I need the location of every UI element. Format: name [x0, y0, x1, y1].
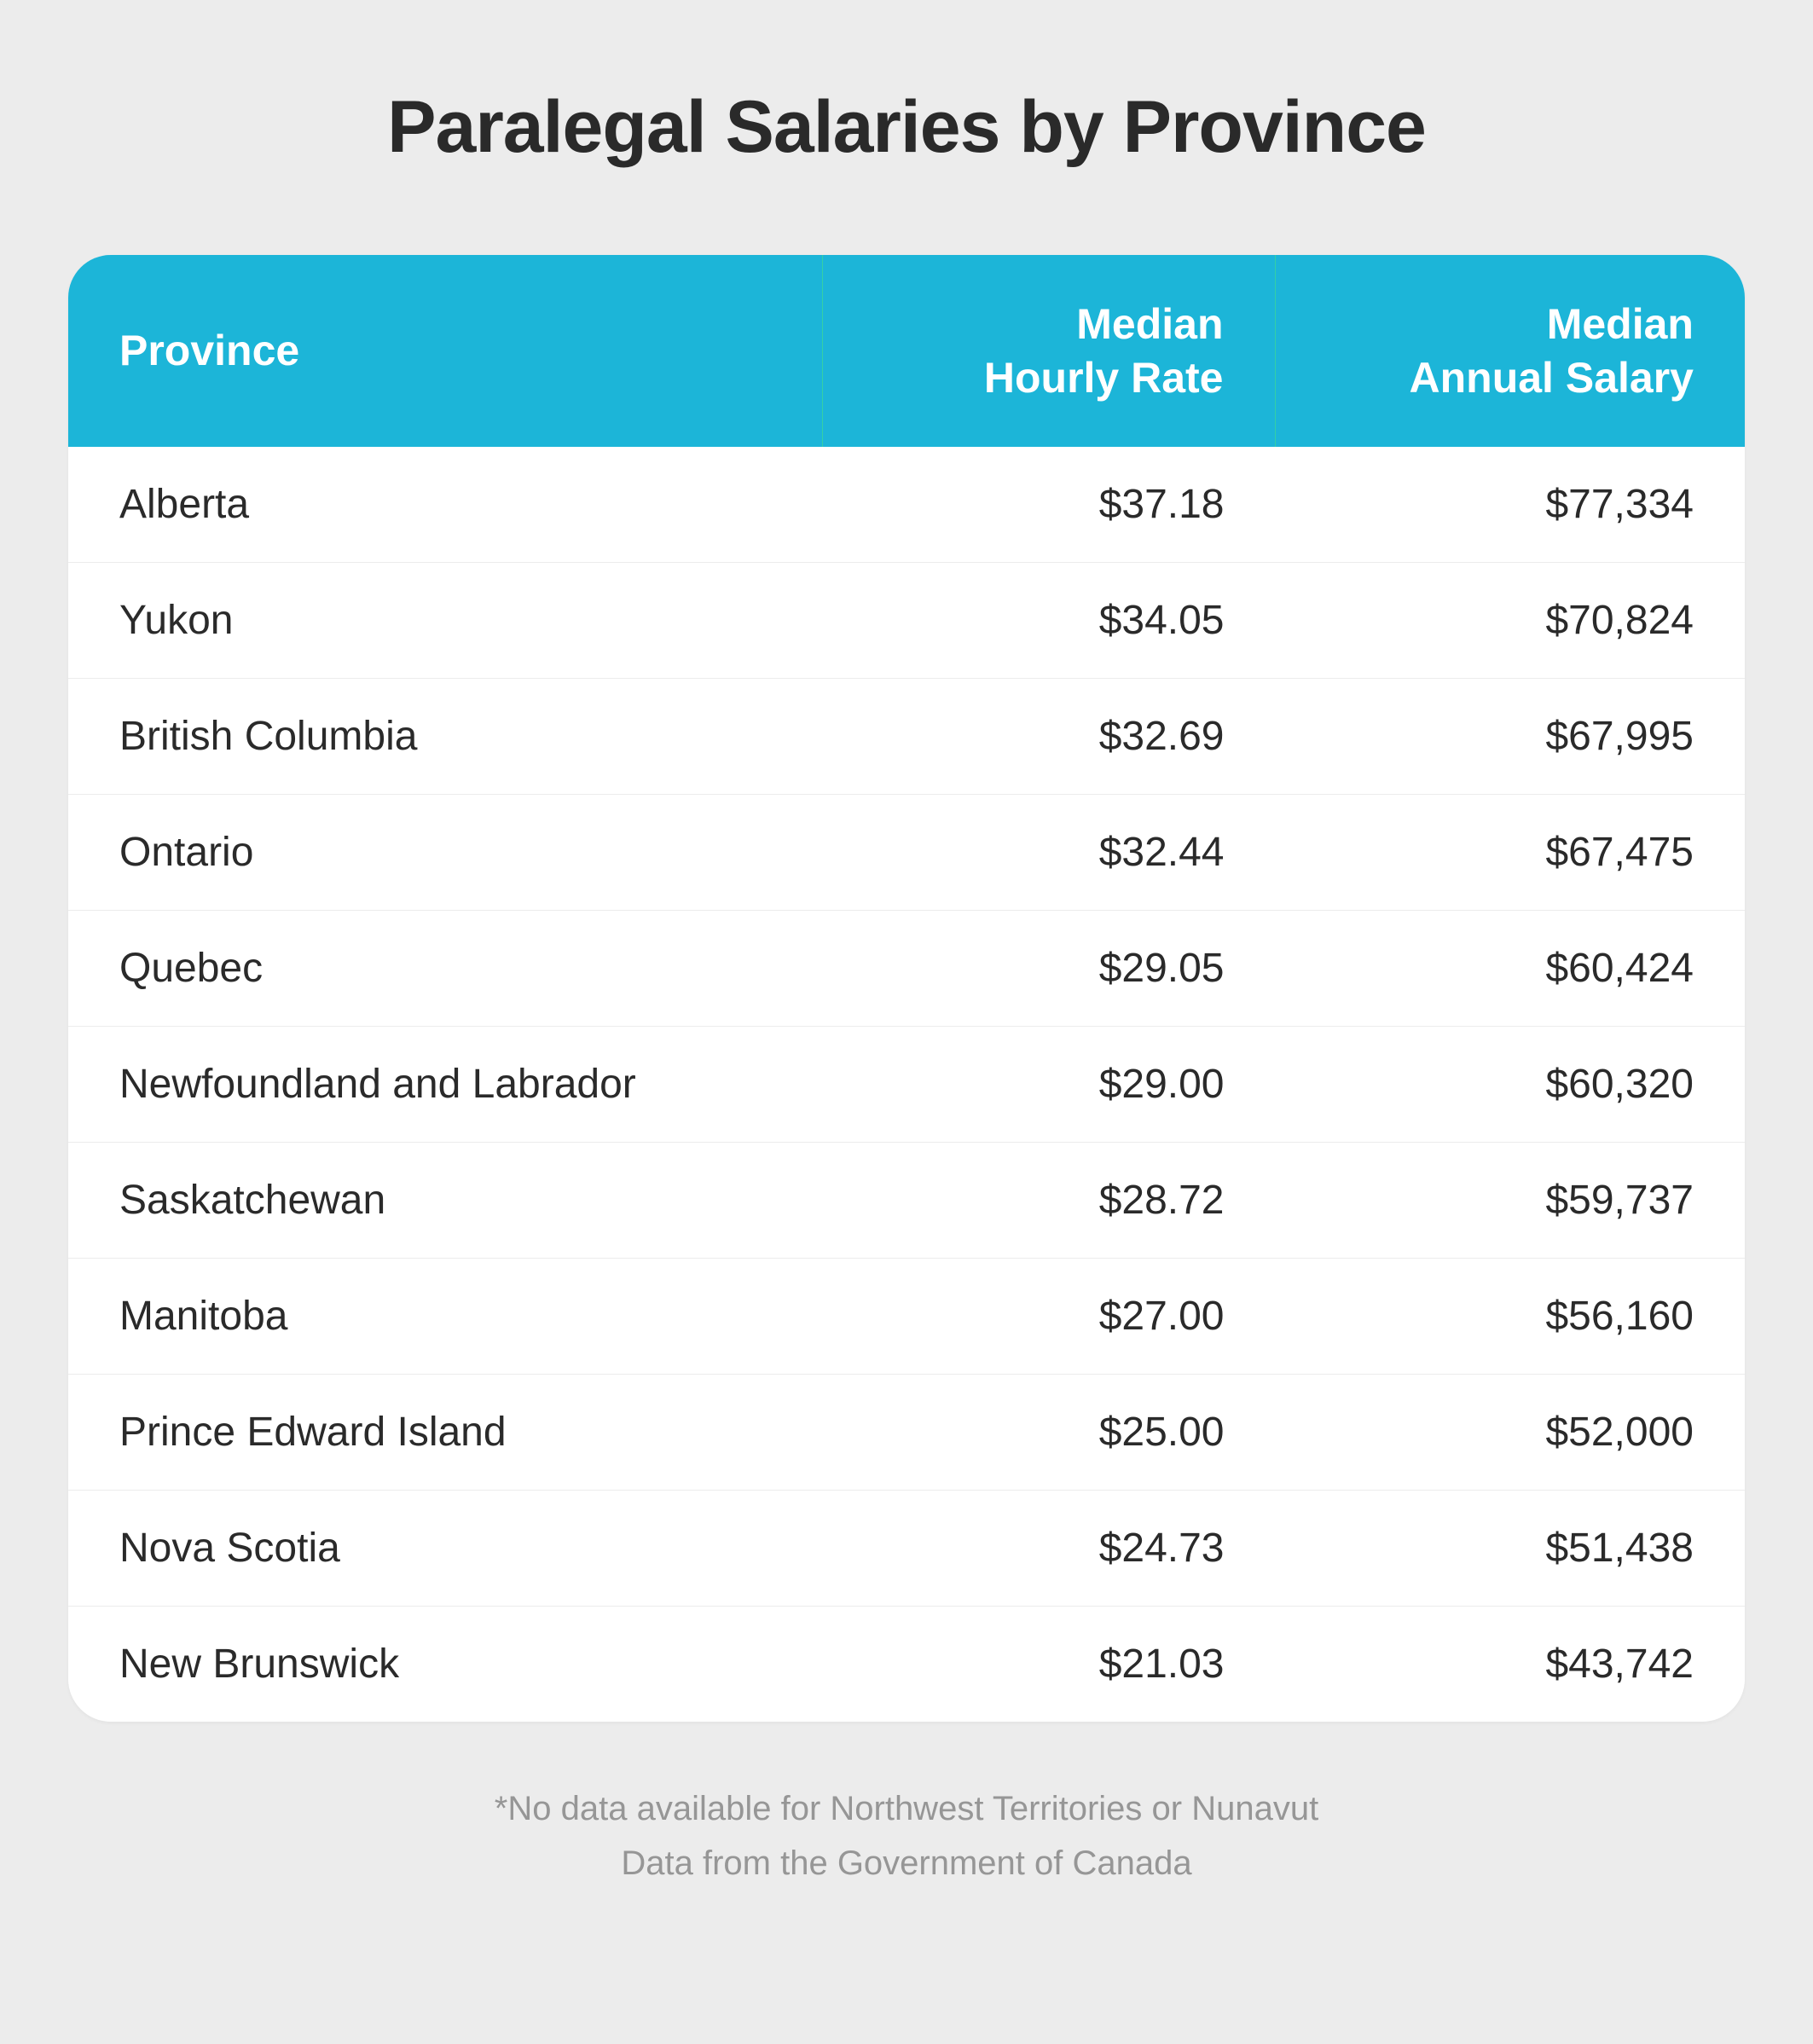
footer-notes: *No data available for Northwest Territo… [68, 1781, 1745, 1891]
table-row: Prince Edward Island$25.00$52,000 [68, 1375, 1745, 1491]
column-header-hourly: Median Hourly Rate [823, 255, 1276, 447]
cell-annual: $67,995 [1276, 679, 1745, 794]
table-row: Manitoba$27.00$56,160 [68, 1259, 1745, 1375]
table-body: Alberta$37.18$77,334Yukon$34.05$70,824Br… [68, 447, 1745, 1722]
cell-annual: $60,320 [1276, 1027, 1745, 1142]
cell-province: Alberta [68, 447, 823, 562]
cell-province: New Brunswick [68, 1607, 823, 1722]
column-header-province: Province [68, 255, 823, 447]
cell-province: Manitoba [68, 1259, 823, 1374]
table-header-row: Province Median Hourly Rate Median Annua… [68, 255, 1745, 447]
cell-province: Saskatchewan [68, 1143, 823, 1258]
cell-hourly: $34.05 [823, 563, 1276, 678]
cell-province: Nova Scotia [68, 1491, 823, 1606]
cell-hourly: $29.05 [823, 911, 1276, 1026]
salary-table: Province Median Hourly Rate Median Annua… [68, 255, 1745, 1722]
cell-hourly: $24.73 [823, 1491, 1276, 1606]
cell-hourly: $37.18 [823, 447, 1276, 562]
page-title: Paralegal Salaries by Province [68, 85, 1745, 170]
table-row: Quebec$29.05$60,424 [68, 911, 1745, 1027]
table-row: New Brunswick$21.03$43,742 [68, 1607, 1745, 1722]
cell-province: Newfoundland and Labrador [68, 1027, 823, 1142]
table-row: Ontario$32.44$67,475 [68, 795, 1745, 911]
cell-annual: $60,424 [1276, 911, 1745, 1026]
cell-annual: $52,000 [1276, 1375, 1745, 1490]
cell-province: Ontario [68, 795, 823, 910]
cell-hourly: $28.72 [823, 1143, 1276, 1258]
table-row: Saskatchewan$28.72$59,737 [68, 1143, 1745, 1259]
cell-province: Yukon [68, 563, 823, 678]
cell-province: Prince Edward Island [68, 1375, 823, 1490]
footer-note-1: *No data available for Northwest Territo… [68, 1781, 1745, 1836]
infographic-container: Paralegal Salaries by Province Province … [68, 85, 1745, 1891]
cell-annual: $56,160 [1276, 1259, 1745, 1374]
cell-annual: $67,475 [1276, 795, 1745, 910]
cell-hourly: $27.00 [823, 1259, 1276, 1374]
cell-annual: $70,824 [1276, 563, 1745, 678]
table-row: Newfoundland and Labrador$29.00$60,320 [68, 1027, 1745, 1143]
table-row: Nova Scotia$24.73$51,438 [68, 1491, 1745, 1607]
cell-hourly: $32.69 [823, 679, 1276, 794]
cell-hourly: $32.44 [823, 795, 1276, 910]
cell-hourly: $21.03 [823, 1607, 1276, 1722]
cell-annual: $43,742 [1276, 1607, 1745, 1722]
table-row: Yukon$34.05$70,824 [68, 563, 1745, 679]
cell-province: Quebec [68, 911, 823, 1026]
table-row: British Columbia$32.69$67,995 [68, 679, 1745, 795]
cell-annual: $77,334 [1276, 447, 1745, 562]
footer-note-2: Data from the Government of Canada [68, 1836, 1745, 1891]
cell-annual: $51,438 [1276, 1491, 1745, 1606]
cell-hourly: $25.00 [823, 1375, 1276, 1490]
cell-province: British Columbia [68, 679, 823, 794]
column-header-annual: Median Annual Salary [1276, 255, 1745, 447]
table-row: Alberta$37.18$77,334 [68, 447, 1745, 563]
cell-hourly: $29.00 [823, 1027, 1276, 1142]
cell-annual: $59,737 [1276, 1143, 1745, 1258]
